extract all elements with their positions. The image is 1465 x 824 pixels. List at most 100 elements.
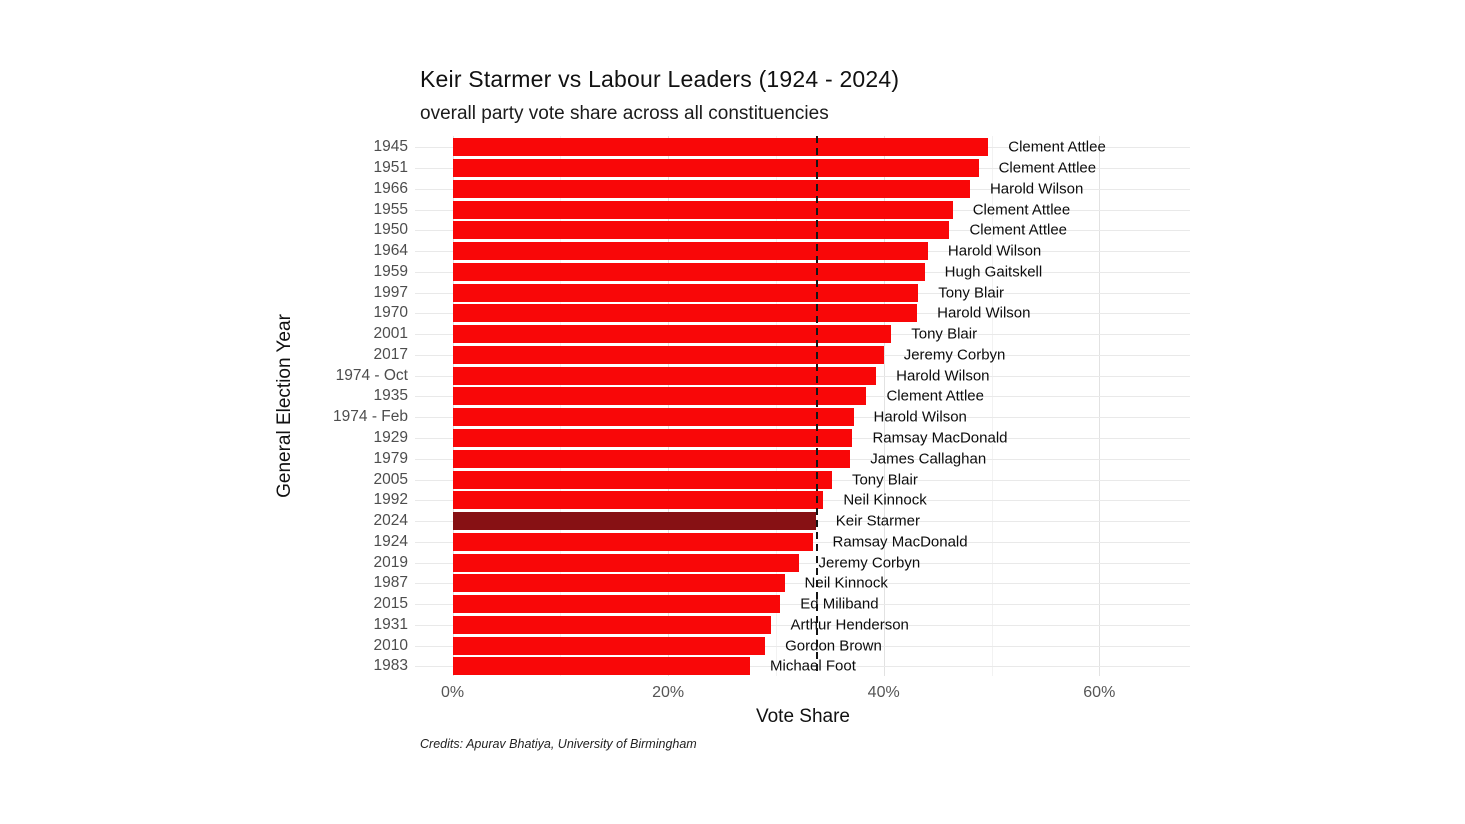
leader-label-1931: Arthur Henderson: [790, 616, 909, 634]
row-gridline: [415, 666, 1190, 668]
leader-label-1983: Michael Foot: [770, 657, 856, 675]
y-tick-label-1979: 1979: [373, 449, 408, 467]
y-tick-label-1966: 1966: [373, 179, 408, 197]
y-tick-label-2005: 2005: [373, 470, 408, 488]
row-gridline: [415, 562, 1190, 564]
bar-2015: [452, 595, 781, 614]
bar-2010: [452, 636, 766, 655]
credits-note: Credits: Apurav Bhatiya, University of B…: [420, 737, 697, 751]
leader-label-1959: Hugh Gaitskell: [944, 263, 1043, 281]
gridline-major-20: [668, 136, 670, 676]
y-tick-label-1964: 1964: [373, 242, 408, 260]
x-tick-label-20: 20%: [652, 684, 685, 701]
leader-label-1987: Neil Kinnock: [804, 574, 888, 592]
leader-label-2001: Tony Blair: [911, 325, 978, 343]
y-tick-label-2015: 2015: [373, 595, 408, 613]
bar-1931: [452, 615, 771, 634]
bar-1970: [452, 304, 918, 323]
x-axis-title: Vote Share: [755, 706, 851, 727]
row-gridline: [415, 624, 1190, 626]
y-tick-label-1987: 1987: [373, 574, 408, 592]
leader-label-1974-Oct: Harold Wilson: [896, 367, 990, 385]
bar-1950: [452, 221, 950, 240]
leader-label-1964: Harold Wilson: [947, 242, 1042, 260]
gridline-major-40: [883, 136, 885, 676]
leader-label-1997: Tony Blair: [938, 284, 1005, 302]
leader-label-2017: Jeremy Corbyn: [903, 346, 1006, 364]
plot-area: Clement Attlee Clement Attlee Harold Wilso…: [415, 136, 1190, 676]
bar-1997: [452, 283, 919, 302]
y-tick-label-1970: 1970: [373, 304, 408, 322]
y-tick-label-1992: 1992: [373, 491, 408, 509]
leader-label-2005: Tony Blair: [851, 471, 918, 489]
bar-1935: [452, 387, 867, 406]
gridline-major-60: [1099, 136, 1101, 676]
bar-1964: [452, 242, 928, 261]
y-tick-label-2019: 2019: [373, 553, 408, 571]
x-tick-label-40: 40%: [867, 684, 900, 701]
leader-label-1979: James Callaghan: [870, 450, 987, 468]
bar-1929: [452, 428, 853, 447]
y-tick-label-1955: 1955: [373, 200, 408, 218]
leader-label-1970: Harold Wilson: [937, 304, 1031, 322]
bar-1974-Feb: [452, 408, 854, 427]
row-gridline: [415, 604, 1190, 606]
gridline-minor-10: [560, 136, 562, 676]
x-tick-label-60: 60%: [1083, 684, 1116, 701]
leader-label-2015: Ed Miliband: [800, 595, 879, 613]
leader-label-1955: Clement Attlee: [972, 201, 1071, 218]
y-tick-label-2010: 2010: [373, 636, 408, 654]
leader-label-1966: Harold Wilson: [989, 180, 1084, 198]
y-tick-label-2017: 2017: [373, 345, 408, 363]
bar-1951: [452, 158, 979, 177]
bar-1959: [452, 262, 925, 281]
leader-label-1992: Neil Kinnock: [843, 491, 927, 509]
y-tick-label-1931: 1931: [373, 615, 408, 633]
y-tick-label-1950: 1950: [373, 221, 408, 239]
y-tick-label-1983: 1983: [373, 657, 408, 675]
y-tick-label-1959: 1959: [373, 262, 408, 280]
gridline-minor-50: [991, 136, 993, 676]
row-gridline: [415, 583, 1190, 585]
bar-2001: [452, 325, 892, 344]
bar-2005: [452, 470, 832, 489]
y-tick-label-2024: 2024: [373, 512, 408, 530]
bar-1974-Oct: [452, 366, 877, 385]
y-tick-label-1997: 1997: [373, 283, 408, 301]
y-tick-label-2001: 2001: [373, 325, 408, 343]
y-tick-label-1935: 1935: [373, 387, 408, 405]
bar-2024: [452, 512, 816, 531]
y-tick-label-1974-Feb: 1974 - Feb: [333, 408, 408, 426]
chart-subtitle: overall party vote share across all cons…: [420, 103, 829, 124]
bar-1945: [452, 138, 989, 157]
y-tick-label-1945: 1945: [373, 138, 408, 156]
bar-2019: [452, 553, 799, 572]
bar-1987: [452, 574, 785, 593]
leader-label-1924: Ramsay MacDonald: [832, 533, 968, 551]
leader-label-2010: Gordon Brown: [785, 637, 882, 655]
leader-label-1935: Clement Attlee: [886, 387, 984, 405]
y-tick-label-1974-Oct: 1974 - Oct: [335, 366, 408, 384]
reference-line: [815, 136, 818, 676]
y-tick-label-1924: 1924: [373, 532, 408, 550]
gridline-minor-30: [775, 136, 777, 676]
y-tick-label-1951: 1951: [373, 158, 408, 176]
leader-label-1951: Clement Attlee: [998, 159, 1097, 177]
leader-label-2019: Jeremy Corbyn: [818, 554, 921, 572]
leader-label-1945: Clement Attlee: [1008, 138, 1106, 156]
leader-label-1950: Clement Attlee: [969, 221, 1068, 239]
bar-1924: [452, 532, 813, 551]
bar-1983: [452, 657, 751, 676]
gridline-major-0: [452, 136, 454, 676]
bar-1992: [452, 491, 824, 510]
x-tick-label-0: 0%: [440, 684, 465, 701]
bar-1979: [452, 449, 851, 468]
chart-title: Keir Starmer vs Labour Leaders (1924 - 2…: [420, 66, 900, 92]
bar-1966: [452, 179, 970, 198]
leader-label-1929: Ramsay MacDonald: [872, 429, 1008, 447]
leader-label-2024: Keir Starmer: [835, 512, 920, 530]
bar-2017: [452, 345, 884, 364]
row-gridline: [415, 645, 1190, 647]
y-tick-label-1929: 1929: [373, 428, 408, 446]
